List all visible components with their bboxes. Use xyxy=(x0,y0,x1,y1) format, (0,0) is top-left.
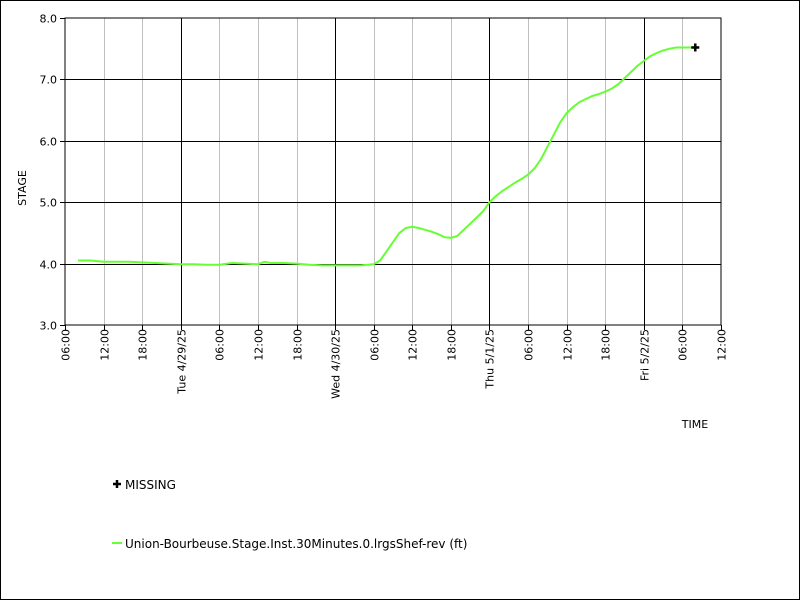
legend-missing-label: MISSING xyxy=(125,478,176,492)
x-tick-label: 06:00 xyxy=(60,329,73,361)
x-axis-day-labels: Tue 4/29/25 Wed 4/30/25 Thu 5/1/25 Fri 5/2/… xyxy=(176,329,652,399)
y-tick-label: 6.0 xyxy=(40,136,58,149)
y-tick-label: 8.0 xyxy=(40,13,58,26)
x-tick-label: 12:00 xyxy=(716,329,729,361)
legend: MISSING Union-Bourbeuse.Stage.Inst.30Min… xyxy=(112,478,467,551)
y-axis-ticks: 3.0 4.0 5.0 6.0 7.0 8.0 xyxy=(40,13,65,333)
x-tick-label: 12:00 xyxy=(562,329,575,361)
x-tick-label: 06:00 xyxy=(369,329,382,361)
x-tick-label: 18:00 xyxy=(600,329,613,361)
legend-series-label: Union-Bourbeuse.Stage.Inst.30Minutes.0.l… xyxy=(125,537,467,551)
x-tick-label: 18:00 xyxy=(137,329,150,361)
y-tick-label: 4.0 xyxy=(40,259,58,272)
x-tick-label: 12:00 xyxy=(99,329,112,361)
x-tick-label: 06:00 xyxy=(523,329,536,361)
plot-border xyxy=(64,17,722,326)
plot-background xyxy=(65,18,721,325)
x-tick-label: 12:00 xyxy=(253,329,266,361)
missing-markers xyxy=(691,43,700,52)
x-tick-label: 06:00 xyxy=(677,329,690,361)
major-gridlines xyxy=(65,18,721,325)
minor-gridlines xyxy=(104,18,683,325)
y-tick-label: 5.0 xyxy=(40,197,58,210)
x-tick-label: 18:00 xyxy=(292,329,305,361)
y-tick-label: 3.0 xyxy=(40,320,58,333)
x-axis-ticks: 06:00 12:00 18:00 06:00 12:00 18:00 06:00 12:00… xyxy=(60,325,729,361)
series-line xyxy=(77,46,696,267)
missing-marker xyxy=(691,43,700,52)
x-tick-label: 06:00 xyxy=(214,329,227,361)
y-tick-label: 7.0 xyxy=(40,74,58,87)
x-axis-label: TIME xyxy=(681,418,708,431)
y-axis-label: STAGE xyxy=(16,170,29,206)
x-day-label: Tue 4/29/25 xyxy=(176,329,189,395)
x-day-label: Thu 5/1/25 xyxy=(484,329,497,390)
x-day-label: Wed 4/30/25 xyxy=(330,329,343,399)
legend-missing-marker xyxy=(113,480,121,488)
x-tick-label: 12:00 xyxy=(407,329,420,361)
x-tick-label: 18:00 xyxy=(446,329,459,361)
x-day-label: Fri 5/2/25 xyxy=(639,329,652,381)
